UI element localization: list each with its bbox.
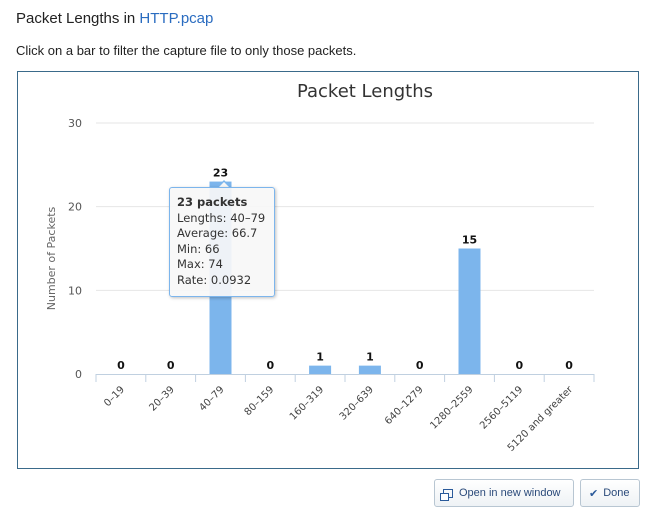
x-tick-label: 40–79 <box>197 384 226 413</box>
done-label: Done <box>603 487 630 499</box>
data-label: 15 <box>462 234 477 247</box>
file-link[interactable]: HTTP.pcap <box>139 10 214 27</box>
data-label: 1 <box>316 351 324 364</box>
y-tick-label: 20 <box>68 201 82 214</box>
tooltip-arrow-inner <box>218 182 230 188</box>
data-label: 0 <box>565 359 573 372</box>
checkmark-icon: ✔ <box>589 487 599 500</box>
x-tick-label: 160–319 <box>288 384 326 422</box>
x-tick-label: 80–159 <box>243 384 277 418</box>
tooltip-lengths: Lengths: 40–79 <box>177 210 266 225</box>
y-tick-label: 10 <box>68 284 82 297</box>
bar[interactable] <box>458 248 481 375</box>
tooltip-title: 23 packets <box>177 195 248 209</box>
data-label: 0 <box>117 359 125 372</box>
x-tick-label: 640–1279 <box>383 384 426 427</box>
y-axis-label: Number of Packets <box>45 206 58 310</box>
data-label: 23 <box>213 167 228 180</box>
tooltip-max: Max: 74 <box>177 257 223 271</box>
x-tick-label: 2560–5119 <box>478 384 525 431</box>
tooltip-average: Average: 66.7 <box>177 226 258 240</box>
done-button[interactable]: ✔ Done <box>580 479 640 507</box>
tooltip-min: Min: 66 <box>177 241 220 256</box>
chart-container: Packet Lengths 0 10 20 30 Number of Packets 0 0… <box>17 71 639 469</box>
data-label: 1 <box>366 351 374 364</box>
page-heading: Packet Lengths in HTTP.pcap <box>16 10 213 27</box>
data-label: 0 <box>266 359 274 372</box>
heading-prefix: Packet Lengths in <box>16 10 140 27</box>
open-in-new-window-button[interactable]: Open in new window <box>434 479 574 507</box>
x-tick-label: 0–19 <box>102 384 127 409</box>
x-tick-label: 20–39 <box>148 384 177 413</box>
bar[interactable] <box>358 365 381 374</box>
tooltip-rate: Rate: 0.0932 <box>177 272 252 287</box>
data-label: 0 <box>167 359 175 372</box>
chart-title: Packet Lengths <box>297 81 433 102</box>
popout-icon <box>440 488 453 501</box>
y-tick-label: 0 <box>75 368 82 381</box>
bar[interactable] <box>309 365 332 374</box>
y-tick-label: 30 <box>68 117 82 130</box>
x-tick-label: 320–639 <box>338 384 376 422</box>
data-label: 0 <box>515 359 523 372</box>
instructions-text: Click on a bar to filter the capture fil… <box>16 43 357 58</box>
x-tick-label: 1280–2559 <box>428 384 475 431</box>
bar-tooltip: 23 packets Lengths: 40–79 Average: 66.7 … <box>169 187 275 297</box>
open-window-label: Open in new window <box>459 487 561 499</box>
data-label: 0 <box>416 359 424 372</box>
